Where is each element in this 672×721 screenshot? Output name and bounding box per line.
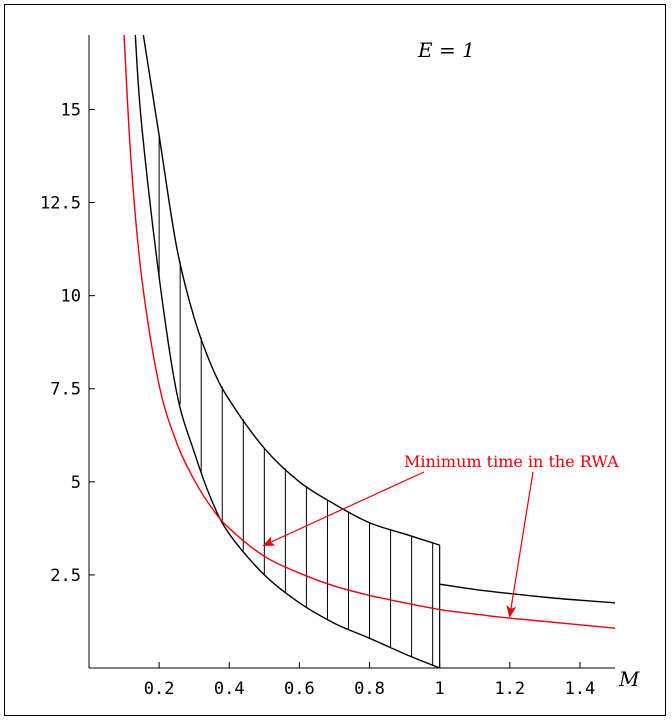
rwa-annotation-label: Minimum time in the RWA — [404, 452, 619, 471]
y-tick-label: 5 — [71, 473, 81, 493]
parameter-annotation: E = 1 — [417, 38, 475, 62]
series-curve-1 — [142, 34, 440, 546]
y-tick-label: 12.5 — [40, 194, 81, 214]
x-tick-label: 0.6 — [284, 679, 315, 699]
axes — [88, 35, 615, 669]
y-tick-label: 15 — [61, 100, 81, 120]
y-tick-label: 10 — [61, 287, 81, 307]
x-tick-label: 1.4 — [565, 679, 596, 699]
tick-labels: 0.2 0.4 0.6 0.8 1 1.2 1.4 2.5 5 7.5 10 12.5 15 — [40, 100, 595, 699]
annotations: E = 1 M Minimum time in the RWA — [262, 38, 640, 691]
figure-frame — [4, 4, 666, 716]
x-tick-label: 1 — [435, 679, 445, 699]
series-curve-3 — [439, 583, 616, 604]
x-tick-label: 1.2 — [494, 679, 525, 699]
series-curve-2 — [134, 34, 440, 669]
annotation-arrow — [262, 471, 425, 546]
x-tick-label: 0.8 — [354, 679, 385, 699]
y-tick-label: 7.5 — [50, 380, 81, 400]
x-tick-label: 0.4 — [214, 679, 245, 699]
hatch-lines — [158, 135, 441, 668]
annotation-arrow — [506, 471, 534, 618]
x-tick-label: 0.2 — [144, 679, 175, 699]
x-axis-label: M — [618, 667, 640, 691]
y-tick-label: 2.5 — [50, 566, 81, 586]
